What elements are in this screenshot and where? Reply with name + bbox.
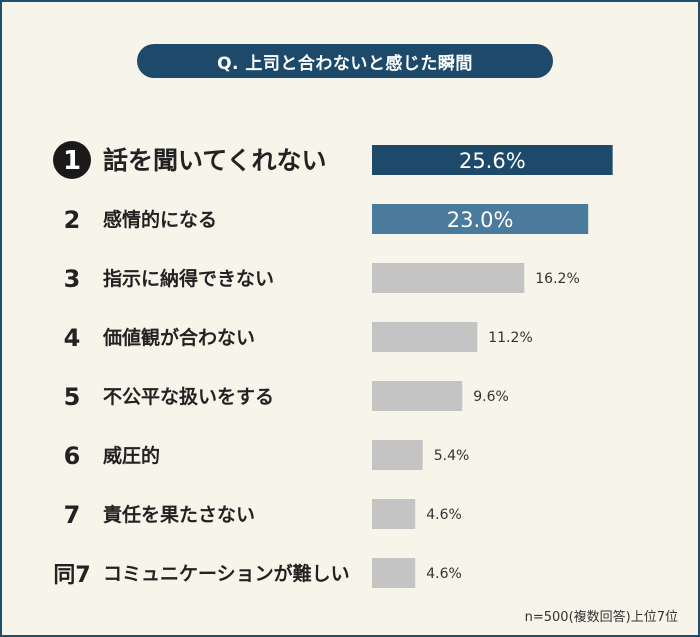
- rank-number: 7: [64, 501, 81, 529]
- bar: [372, 322, 478, 352]
- sample-note: n=500(複数回答)上位7位: [524, 610, 678, 625]
- category-label: 感情的になる: [103, 208, 217, 231]
- category-label: 不公平な扱いをする: [103, 385, 274, 408]
- value-label: 23.0%: [447, 208, 514, 232]
- category-label: 価値観が合わない: [102, 326, 255, 349]
- rank-number: 3: [64, 265, 81, 293]
- value-label: 25.6%: [459, 149, 526, 173]
- category-label: 指示に納得できない: [103, 267, 274, 290]
- rank-number: 2: [64, 206, 81, 234]
- rank-number: 1: [63, 146, 81, 176]
- bar: [372, 263, 525, 293]
- bar: [372, 558, 416, 588]
- value-label: 16.2%: [535, 271, 579, 287]
- value-label: 11.2%: [488, 330, 532, 346]
- bar: [372, 145, 613, 175]
- value-label: 9.6%: [473, 389, 509, 405]
- value-label: 5.4%: [434, 448, 470, 464]
- rank-number: 4: [64, 324, 81, 352]
- rank-number: 6: [64, 442, 81, 470]
- rank-number: 5: [64, 383, 81, 411]
- category-label: 威圧的: [103, 444, 160, 467]
- chart-title: Q. 上司と合わないと感じた瞬間: [137, 44, 553, 78]
- rank-number: 同7: [53, 563, 90, 588]
- bar: [372, 381, 463, 411]
- bar: [372, 499, 416, 529]
- category-label: 責任を果たさない: [103, 503, 255, 526]
- bar: [372, 440, 423, 470]
- value-label: 4.6%: [426, 507, 462, 523]
- bar: [372, 204, 589, 234]
- value-label: 4.6%: [426, 566, 462, 582]
- rank-badge: [53, 141, 91, 179]
- category-label: コミュニケーションが難しい: [103, 562, 350, 585]
- category-label: 話を聞いてくれない: [103, 146, 327, 175]
